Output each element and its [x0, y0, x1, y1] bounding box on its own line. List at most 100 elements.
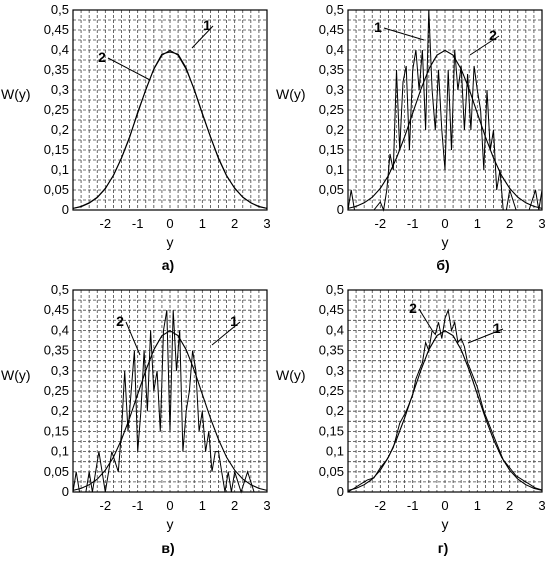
annotation-label: 1 [493, 320, 501, 336]
annotation-label: 2 [409, 300, 417, 316]
annotation-leader [191, 25, 214, 49]
x-tick-label: -2 [375, 216, 387, 231]
y-axis-label: W(y) [276, 86, 306, 102]
x-tick-label: 0 [166, 216, 173, 231]
y-tick-label: 0,1 [326, 162, 344, 177]
y-tick-label: 0 [62, 202, 69, 217]
x-tick-label: 0 [441, 498, 448, 513]
y-tick-label: 0,25 [319, 102, 344, 117]
y-tick-label: 0,25 [319, 383, 344, 398]
annotation-label: 2 [98, 49, 106, 65]
y-tick-label: 0,35 [44, 343, 69, 358]
y-tick-label: 0,5 [51, 282, 69, 297]
annotation-label: 1 [230, 313, 238, 329]
y-tick-label: 0,2 [326, 403, 344, 418]
y-tick-label: 0,3 [326, 82, 344, 97]
x-tick-label: 2 [506, 216, 513, 231]
annotation-label: 1 [374, 19, 382, 35]
y-tick-label: 0 [337, 202, 344, 217]
x-tick-label: 3 [263, 498, 270, 513]
y-tick-label: 0,45 [319, 302, 344, 317]
annotation-label: 1 [203, 17, 211, 33]
y-tick-label: 0,45 [319, 22, 344, 37]
x-tick-label: -1 [132, 216, 144, 231]
x-tick-label: 2 [231, 216, 238, 231]
annotation-leader [125, 321, 141, 356]
x-tick-label: 1 [474, 216, 481, 231]
x-tick-label: 2 [506, 498, 513, 513]
y-tick-label: 0,45 [44, 302, 69, 317]
y-tick-label: 0,2 [326, 122, 344, 137]
annotation-label: 2 [116, 313, 124, 329]
y-tick-label: 0,15 [319, 423, 344, 438]
x-axis-label: y [442, 234, 449, 250]
y-tick-label: 0,5 [326, 282, 344, 297]
y-tick-label: 0,15 [44, 142, 69, 157]
y-axis-label: W(y) [276, 367, 306, 383]
y-axis-label: W(y) [1, 86, 31, 102]
grid [73, 10, 267, 210]
x-tick-label: 1 [199, 498, 206, 513]
plot-frame [347, 289, 543, 493]
panel-caption: г) [438, 540, 449, 556]
y-tick-label: 0,15 [44, 423, 69, 438]
series-2-line [347, 49, 543, 209]
y-tick-label: 0,2 [51, 403, 69, 418]
y-tick-label: 0,3 [51, 82, 69, 97]
grid [348, 10, 542, 210]
y-tick-label: 0,4 [51, 42, 69, 57]
series-1-line [72, 310, 267, 494]
y-tick-label: 0,35 [44, 62, 69, 77]
annotation-leader [467, 328, 504, 344]
x-tick-label: 3 [538, 216, 545, 231]
chart-panel-1: 0 0,05 0,1 0,15 0,2 0,25 0,3 0,35 0,4 0,45 0,5 -2 -1… [1, 2, 271, 273]
panel-caption: в) [161, 540, 174, 556]
annotation-leader [211, 321, 241, 346]
annotation-leader [383, 27, 425, 41]
y-tick-label: 0,25 [44, 102, 69, 117]
y-tick-label: 0,05 [44, 464, 69, 479]
x-tick-label: 3 [263, 216, 270, 231]
x-tick-label: -1 [407, 216, 419, 231]
chart-panel-3: 0 0,05 0,1 0,15 0,2 0,25 0,3 0,35 0,4 0,45 0,5 -2 -1… [1, 282, 271, 556]
series-2-line [347, 330, 543, 491]
y-tick-label: 0,4 [326, 322, 344, 337]
y-tick-label: 0,05 [319, 464, 344, 479]
y-tick-label: 0,35 [319, 62, 344, 77]
series-1-line [347, 9, 543, 212]
x-tick-label: -2 [100, 216, 112, 231]
y-tick-label: 0,05 [44, 182, 69, 197]
chart-panel-2: 0 0,05 0,1 0,15 0,2 0,25 0,3 0,35 0,4 0,45 0,5 -2 -1… [276, 2, 546, 273]
x-tick-label: 2 [231, 498, 238, 513]
grid [73, 290, 267, 492]
y-tick-label: 0,1 [326, 444, 344, 459]
annotation-leader [469, 35, 500, 56]
annotation-leader [107, 57, 151, 81]
x-tick-label: 0 [441, 216, 448, 231]
y-tick-label: 0,15 [319, 142, 344, 157]
y-tick-label: 0,05 [319, 182, 344, 197]
x-tick-label: 3 [538, 498, 545, 513]
y-tick-label: 0,3 [51, 363, 69, 378]
x-axis-label: y [167, 516, 174, 532]
series-2-line [72, 49, 268, 209]
y-tick-label: 0,1 [51, 444, 69, 459]
x-tick-label: 1 [474, 498, 481, 513]
chart-panel-4: 0 0,05 0,1 0,15 0,2 0,25 0,3 0,35 0,4 0,45 0,5 -2 -1… [276, 282, 546, 556]
y-tick-label: 0,45 [44, 22, 69, 37]
annotation-leader [418, 308, 433, 331]
y-axis-label: W(y) [1, 367, 31, 383]
y-tick-label: 0,5 [51, 2, 69, 17]
panel-caption: б) [436, 257, 449, 273]
x-tick-label: -2 [375, 498, 387, 513]
y-tick-label: 0 [62, 484, 69, 499]
plot-frame [347, 9, 543, 211]
x-tick-label: 1 [199, 216, 206, 231]
y-tick-label: 0,4 [51, 322, 69, 337]
x-tick-label: -1 [132, 498, 144, 513]
plot-frame [72, 9, 268, 211]
x-tick-label: -2 [100, 498, 112, 513]
y-tick-label: 0,25 [44, 383, 69, 398]
x-axis-label: y [167, 234, 174, 250]
